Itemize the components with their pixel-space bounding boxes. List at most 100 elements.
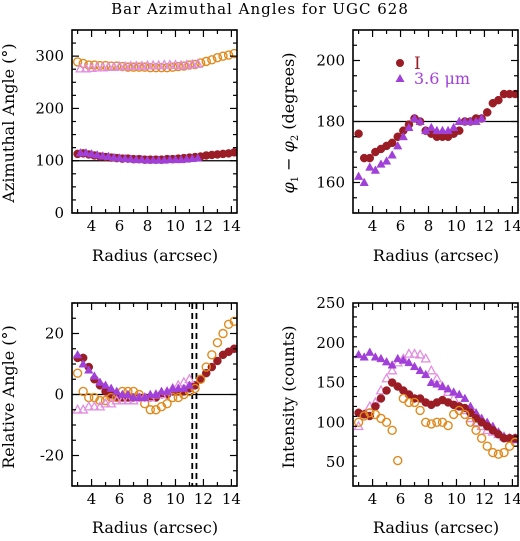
p1-ytick-label: 300 [35,47,64,65]
p1-s1-point [97,61,109,72]
p1-s1-point [80,62,92,73]
p3-xtick-label: 4 [87,490,97,508]
p1-xtick-label: 10 [166,217,185,235]
p1-ytick-label: 0 [54,204,64,222]
p1-s0-point [179,61,189,71]
p4-xtick-label: 12 [475,490,494,508]
p1-s1-point [186,58,198,69]
p2-s1-point [393,140,403,150]
p1-s1-point [125,60,137,70]
p2-s1-point [460,116,470,125]
p4-s1-point [454,389,464,398]
p2-s1-point [426,122,436,132]
legend-label-3p6: 3.6 μm [414,69,470,88]
p3-s1-point [229,316,237,326]
p2-s0-point [365,153,375,163]
p1-s3-point [120,153,130,163]
p4-xtick-label: 10 [447,490,466,508]
p3-xtick-label: 6 [115,490,125,508]
p1-s0-point [229,48,237,59]
p1-s0-point [123,62,133,72]
p3-ytick-label: 20 [45,325,64,343]
p3-s3-point [100,380,111,389]
p3-s1-point [212,337,223,348]
p1-s3-point [142,155,153,164]
p1-s0-point [72,57,83,67]
p4-s1-point [376,353,386,363]
p2-s0-point [510,89,518,99]
p4-s3-point [476,433,487,443]
p1-s0-point [167,62,178,72]
p3-s1-point [167,392,178,403]
p4-xtick-label: 4 [368,490,378,508]
p4-axes-frame [352,302,519,487]
p4-s1-point [443,384,453,393]
p4-s3-point [460,409,470,420]
p2-s0-point [354,129,363,138]
p1-xtick-label: 14 [222,217,241,235]
p1-s1-point [142,59,153,70]
p4-s1-point [449,387,459,396]
p4-ytick-label: 150 [316,374,345,392]
p1-ytick-label: 100 [35,152,64,170]
legend-marker-i [396,59,404,67]
p4-s1-point [432,379,442,388]
p1-s3-point [154,155,164,164]
p3-s1-point [95,395,105,406]
p2-s1-point [398,131,408,141]
p4-s3-point [404,397,414,408]
p2-ytick-label: 180 [316,113,345,131]
p2-s1-point [449,122,459,132]
p1-ylabel: Azimuthal Angle (°) [0,43,18,203]
p1-s1-point [86,62,97,73]
p3-ylabel: Relative Angle (°) [0,325,18,469]
p4-s3-point [387,425,397,436]
p1-xtick-label: 4 [87,217,97,235]
p4-s1-point [426,377,436,387]
p4-s3-point [426,419,437,429]
p3-xlabel: Radius (arcsec) [92,518,218,537]
p3-s3-point [145,389,155,398]
p3-s3-point [78,359,88,368]
p3-s3-point [123,389,133,398]
p3-s3-point [89,371,99,380]
p4-s1-point [365,347,375,356]
p4-s3-point [443,420,453,431]
p3-s2-point [111,394,123,405]
p1-xtick-label: 12 [194,217,213,235]
p1-s1-point [164,59,176,69]
p4-s0-point [414,348,426,359]
panel-intensity: Intensity (counts) Radius (arcsec) 4 6 8 10… [279,294,520,537]
p1-s2-point [229,148,237,157]
p2-s1-point [387,150,397,159]
panel-relative-angle: Relative Angle (°) Radius (arcsec) 4 6 8 10… [0,302,241,537]
p1-s3-point [92,150,102,159]
p1-s3-point [75,147,86,157]
p1-s3-point [103,151,113,160]
p3-s1-point [207,350,217,360]
p2-s1-point [415,116,425,125]
p3-s0-point [213,356,222,366]
p4-s1-point [404,357,414,367]
p2-s1-point [359,177,369,186]
p1-s1-point [131,60,142,70]
p1-axes-frame [71,29,238,214]
p1-s3-point [98,151,108,160]
p3-s1-point [218,328,228,339]
p2-xtick-label: 12 [475,217,494,235]
p2-s1-point [353,171,364,180]
p1-s0-point [173,61,183,72]
p1-s1-point [147,59,159,70]
p4-s3-point [493,449,504,459]
p4-xlabel: Radius (arcsec) [373,518,499,537]
p1-xlabel: Radius (arcsec) [92,246,218,265]
p4-ylabel: Intensity (counts) [279,325,298,468]
p1-s0-point [212,53,223,63]
p3-s3-point [112,386,122,395]
p4-s3-point [488,447,498,458]
p1-s1-point [119,60,131,71]
p4-s0-point [409,348,420,358]
p1-s0-point [223,50,234,60]
p3-s3-point [168,383,178,392]
